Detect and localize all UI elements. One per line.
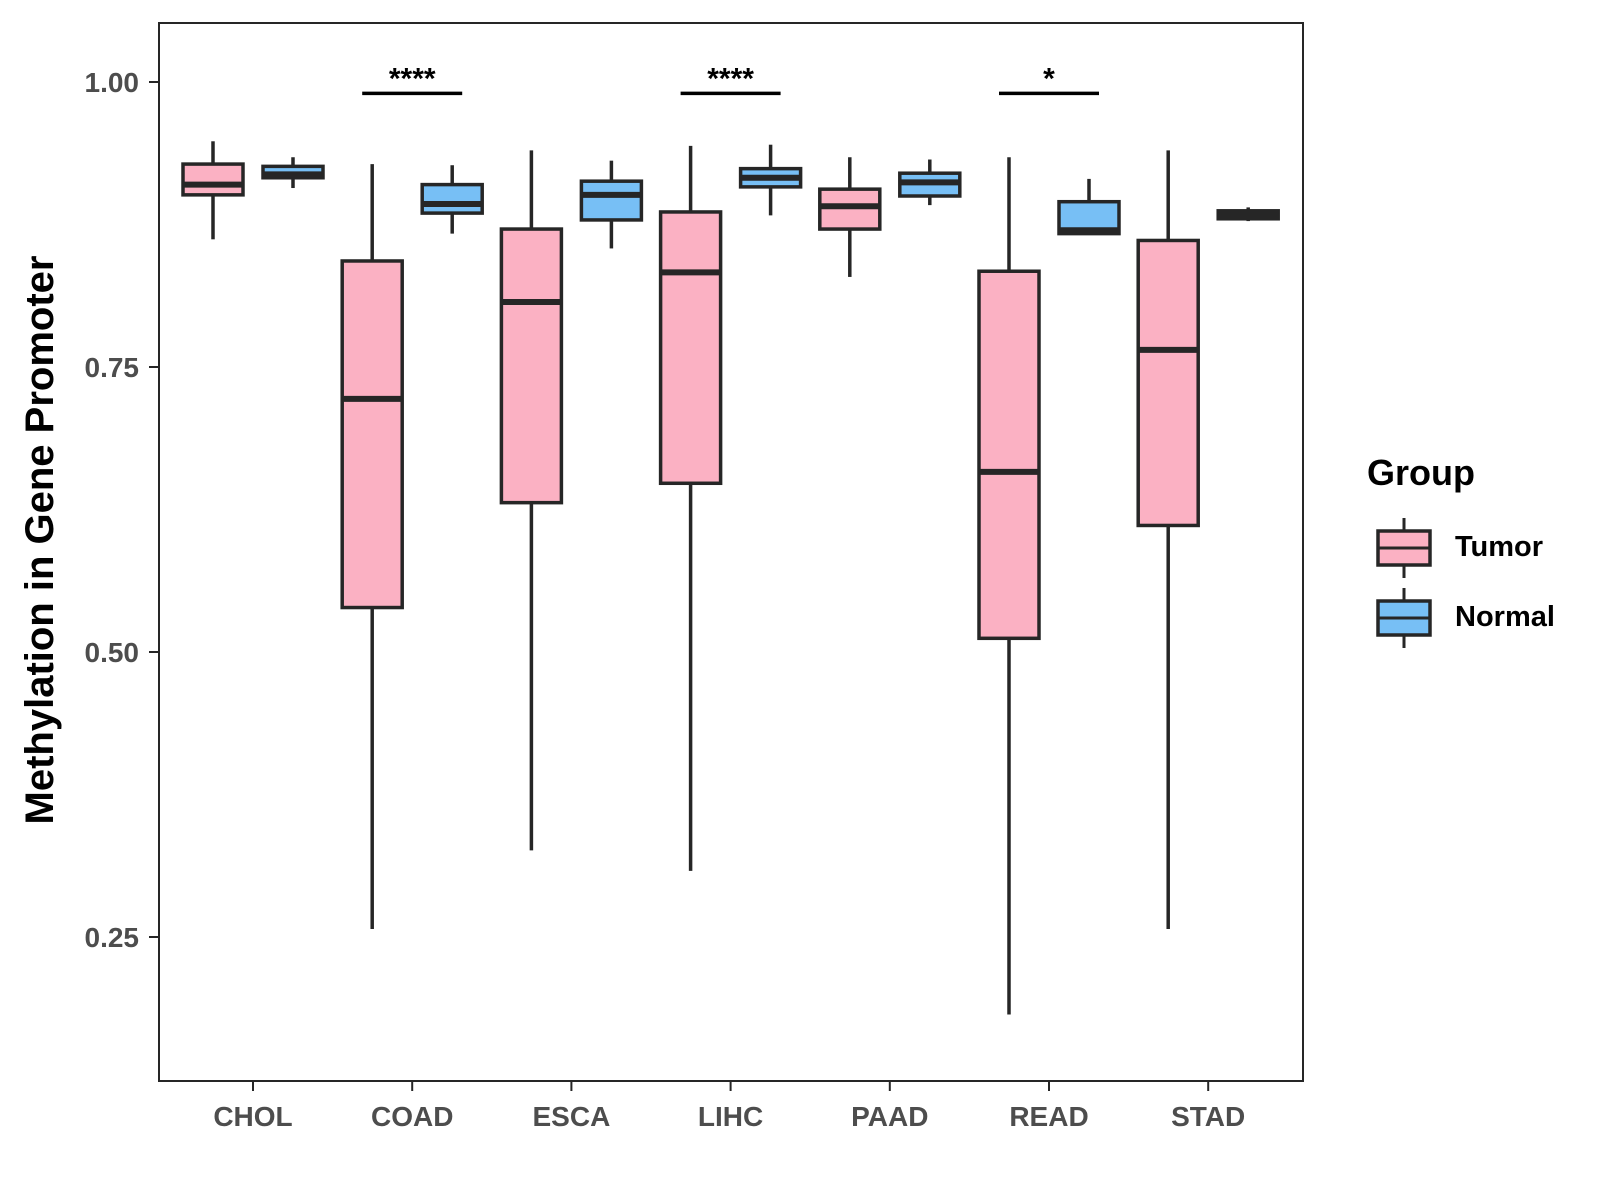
tumor-box-chol [181,162,245,197]
x-tick-label: COAD [371,1101,453,1132]
x-tick-label: CHOL [213,1101,292,1132]
x-tick-label: LIHC [698,1101,763,1132]
normal-box-esca [579,179,644,222]
tumor-box-esca [499,227,564,505]
significance-label-read: * [1043,62,1055,95]
x-tick-label: PAAD [851,1101,928,1132]
y-tick-label: 0.75 [85,352,140,383]
plot-panel-border [158,22,1304,1082]
y-tick-label: 0.50 [85,637,140,668]
x-tick-label: ESCA [533,1101,611,1132]
tumor-box-coad [340,259,404,610]
tumor-box-lihc [658,210,723,486]
normal-box-coad [420,182,484,215]
x-tick-label: STAD [1171,1101,1245,1132]
significance-label-lihc: **** [707,62,754,95]
x-tick-label: READ [1009,1101,1088,1132]
y-tick-label: 0.25 [85,922,140,953]
y-axis-label: Methylation in Gene Promoter [18,256,62,825]
legend-label-normal: Normal [1455,601,1555,633]
y-tick-label: 1.00 [85,67,140,98]
legend-label-tumor: Tumor [1455,531,1543,563]
significance-label-coad: **** [389,62,436,95]
tumor-box-stad [1136,238,1200,528]
legend-title: Group [1367,452,1475,493]
tumor-box-read [977,269,1041,641]
